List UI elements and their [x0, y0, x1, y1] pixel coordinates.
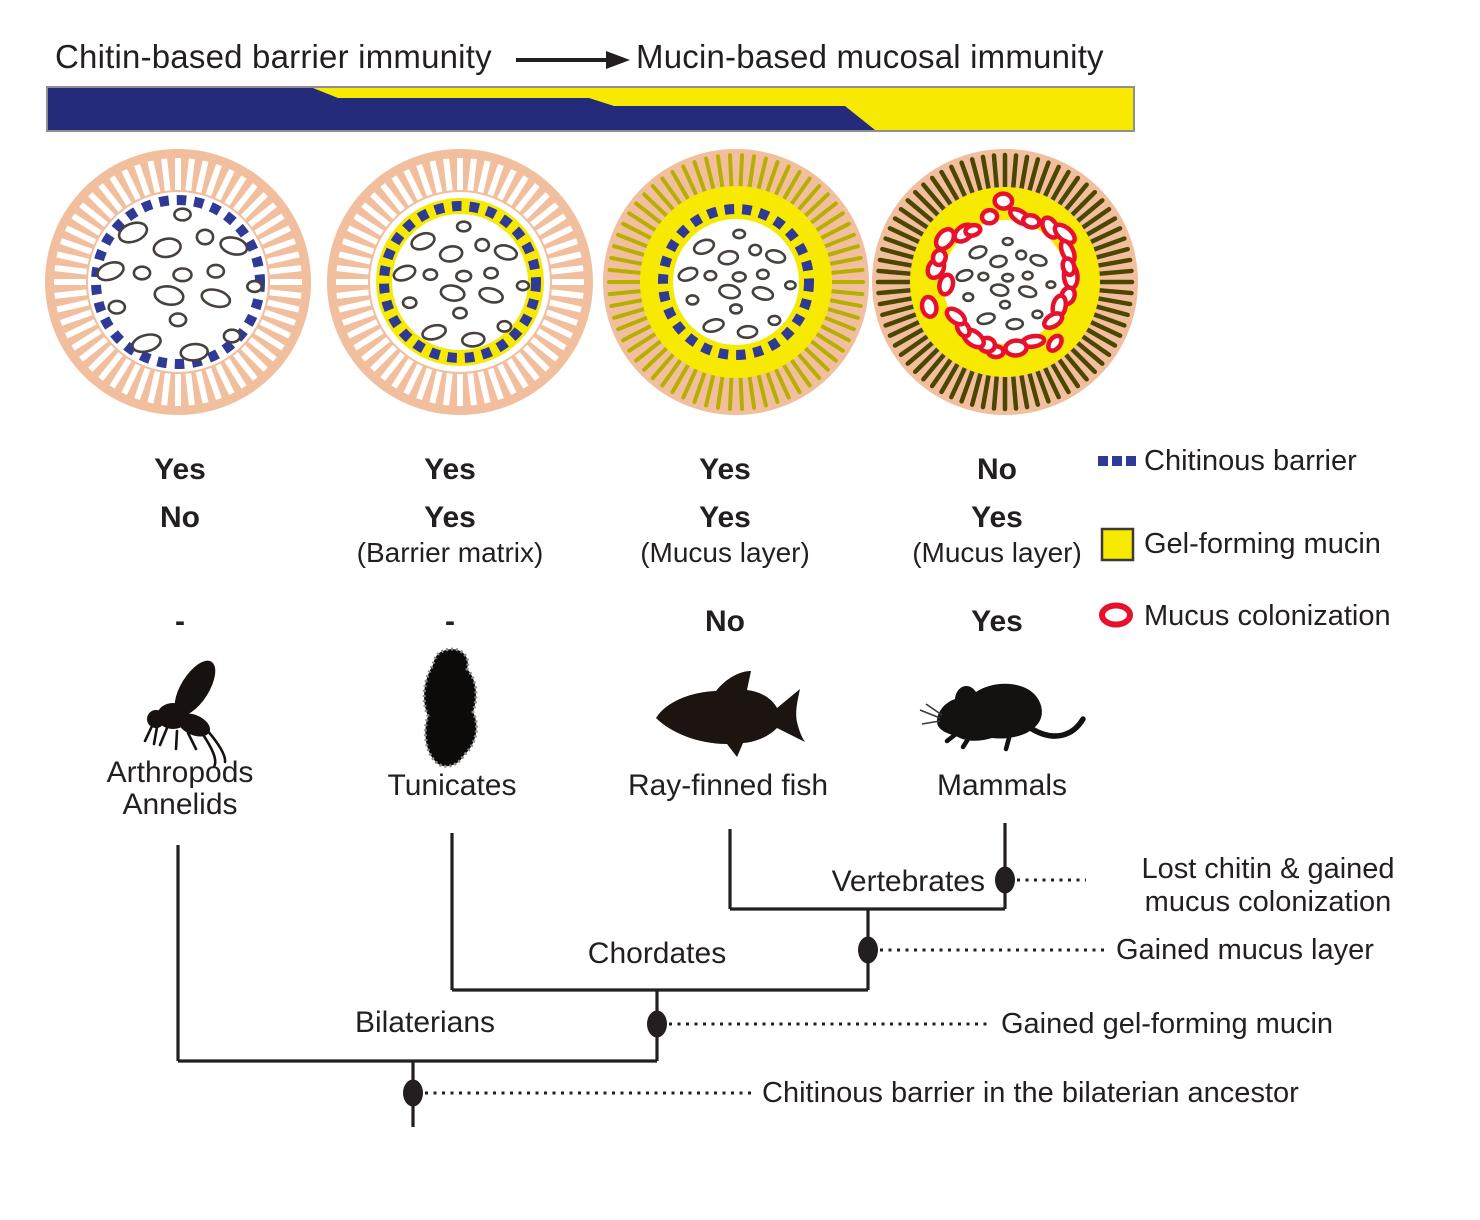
clade-vertebrates: Vertebrates	[831, 865, 985, 898]
event-lost-chitin-line1: Lost chitin & gained	[1141, 853, 1395, 885]
event-lost-chitin: Lost chitin & gained mucus colonization	[1098, 853, 1438, 919]
fly-icon	[143, 660, 227, 768]
chitin-value-mammals: No	[977, 453, 1017, 486]
node-chitinous-barrier-ancestor	[403, 1079, 423, 1107]
gut-lumen	[104, 208, 252, 356]
mucin-note-tunicates: (Barrier matrix)	[356, 537, 544, 568]
clade-bilaterians: Bilaterians	[354, 1006, 496, 1039]
colonization-value-mammals: Yes	[971, 605, 1023, 638]
gel-forming-mucin-swatch-icon	[1100, 527, 1135, 562]
chitin-value-arthropods: Yes	[154, 453, 206, 486]
node-lost-chitin	[995, 866, 1015, 894]
colonization-value-fish: No	[705, 605, 745, 638]
label-mammals: Mammals	[936, 769, 1067, 802]
title-right: Mucin-based mucosal immunity	[636, 38, 1104, 75]
label-arthropods-annelids: Arthropods Annelids	[50, 757, 310, 821]
transition-gradient-bar	[46, 86, 1136, 133]
arrow-right-icon	[516, 51, 630, 69]
mucin-note-fish: (Mucus layer)	[640, 537, 810, 568]
label-tunicates: Tunicates	[387, 769, 517, 802]
event-gained-gel-forming-mucin: Gained gel-forming mucin	[1001, 1008, 1334, 1040]
chitinous-barrier-ring	[658, 204, 814, 360]
event-gained-mucus-layer: Gained mucus layer	[1116, 934, 1374, 966]
chitinous-barrier-ring	[379, 201, 541, 363]
mucin-value-tunicates: Yes	[424, 501, 476, 534]
legend-gel-forming-mucin: Gel-forming mucin	[1144, 528, 1381, 560]
lumen-bacteria	[677, 228, 797, 340]
fish-icon	[656, 671, 805, 757]
event-lost-chitin-line2: mucus colonization	[1144, 886, 1392, 918]
event-chitinous-barrier-ancestor: Chitinous barrier in the bilaterian ance…	[762, 1077, 1299, 1109]
villi-brush-border	[54, 158, 302, 406]
mucus-colonization-bacteria	[919, 191, 1080, 360]
villi-brush-border	[875, 152, 1135, 412]
label-annelids: Annelids	[122, 788, 238, 821]
gut-cross-section-mammals	[869, 146, 1141, 418]
node-gained-mucus-layer	[858, 936, 878, 964]
mucin-value-fish: Yes	[699, 501, 751, 534]
lumen-bacteria	[96, 207, 264, 362]
mucin-note-mammals: (Mucus layer)	[912, 537, 1082, 568]
legend-chitinous-barrier: Chitinous barrier	[1144, 445, 1357, 477]
mouse-icon	[919, 683, 1086, 752]
chitin-value-fish: Yes	[699, 453, 751, 486]
title-left: Chitin-based barrier immunity	[55, 38, 492, 75]
chitinous-barrier-swatch-icon	[1098, 456, 1136, 466]
label-arthropods: Arthropods	[106, 756, 254, 789]
legend-mucus-colonization: Mucus colonization	[1144, 600, 1391, 632]
mucin-value-arthropods: No	[160, 501, 200, 534]
lumen-bacteria	[955, 236, 1057, 331]
tunicate-icon	[422, 647, 478, 768]
villi-brush-border	[336, 158, 584, 406]
gut-cross-section-arthropods	[42, 146, 314, 418]
label-ray-finned-fish: Ray-finned fish	[627, 769, 829, 802]
gut-cross-section-tunicates	[324, 146, 596, 418]
mucin-value-mammals: Yes	[971, 501, 1023, 534]
chitin-value-tunicates: Yes	[424, 453, 476, 486]
clade-chordates: Chordates	[587, 937, 727, 970]
colonization-value-tunicates: -	[445, 605, 455, 638]
colonization-value-arthropods: -	[175, 605, 185, 638]
gut-cross-section-ray-finned-fish	[600, 146, 872, 418]
node-gained-gel-forming-mucin	[647, 1010, 667, 1038]
mucus-colonization-swatch-icon	[1099, 602, 1133, 628]
lumen-bacteria	[392, 220, 531, 348]
villi-brush-border	[607, 153, 865, 411]
